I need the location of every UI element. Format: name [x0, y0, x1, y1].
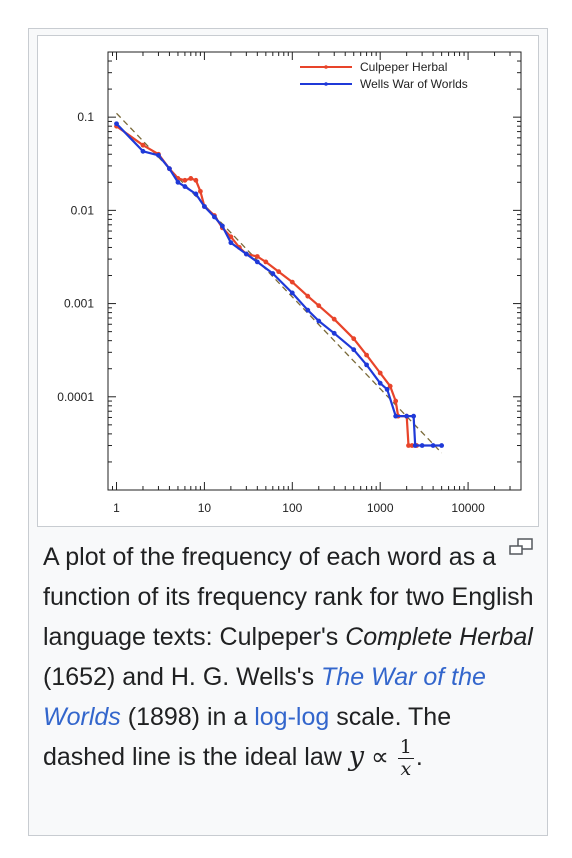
- war-of-the-worlds-link[interactable]: The War of the Worlds: [43, 663, 486, 731]
- data-point-culpeper: [182, 177, 188, 183]
- data-point-culpeper: [406, 443, 411, 448]
- log-log-link[interactable]: log-log: [254, 703, 330, 731]
- legend: Culpeper Herbal Wells War of Worlds: [300, 60, 468, 91]
- data-point-wells: [364, 362, 369, 368]
- x-tick-labels: 1 10 100 1000 10000: [113, 501, 485, 515]
- legend-label-wells: Wells War of Worlds: [360, 77, 468, 91]
- math-denominator: x: [400, 757, 412, 780]
- chart-image[interactable]: 0.1 0.01 0.001 0.0001 1 10 100 1000 10000 Culpe…: [37, 35, 539, 527]
- data-point-wells: [412, 443, 418, 448]
- data-point-wells: [377, 380, 383, 386]
- legend-marker-wells: [324, 82, 328, 86]
- x-tick-label: 1: [113, 501, 120, 515]
- data-point-culpeper: [140, 142, 146, 148]
- data-point-culpeper: [377, 370, 383, 376]
- y-tick-label: 0.0001: [57, 390, 94, 404]
- ideal-law-dashed-line: [116, 112, 443, 454]
- data-point-wells: [182, 184, 188, 189]
- data-point-culpeper: [351, 336, 357, 342]
- data-point-culpeper: [263, 259, 269, 265]
- x-tick-label: 1000: [367, 501, 394, 515]
- data-point-wells: [411, 413, 417, 419]
- zipf-log-log-plot: 0.1 0.01 0.001 0.0001 1 10 100 1000 10000 Culpe…: [57, 51, 522, 515]
- data-point-wells: [384, 387, 390, 392]
- caption-text-3: (1898) in a: [120, 703, 255, 731]
- data-point-culpeper: [254, 254, 260, 259]
- figure-caption: A plot of the frequency of each word as …: [43, 537, 535, 779]
- series-line-wells: [115, 122, 442, 447]
- data-point-culpeper: [364, 352, 369, 358]
- caption-text-4: scale. The dashed line is the ideal law: [43, 703, 452, 771]
- caption-text-1: A plot of the frequency of each word as …: [43, 543, 534, 651]
- plot-frame: [107, 51, 522, 491]
- x-tick-label: 10: [198, 501, 212, 515]
- caption-text-5: .: [415, 743, 423, 771]
- data-point-culpeper: [193, 177, 199, 183]
- caption-herbal-title: Complete Herbal: [345, 623, 533, 651]
- math-numerator: 1: [397, 735, 414, 759]
- data-point-wells: [316, 318, 322, 324]
- data-point-culpeper: [188, 176, 194, 181]
- y-tick-label: 0.1: [77, 110, 94, 124]
- y-tick-label: 0.001: [64, 297, 94, 311]
- data-point-culpeper: [289, 279, 295, 285]
- series-lines: [114, 112, 445, 454]
- data-point-culpeper: [331, 316, 337, 322]
- y-tick-label: 0.01: [71, 203, 95, 217]
- data-point-wells: [270, 271, 276, 276]
- y-tick-labels: 0.1 0.01 0.001 0.0001: [57, 110, 94, 404]
- data-point-wells: [393, 413, 399, 419]
- magnify-clip-icon[interactable]: [509, 538, 533, 558]
- figure-thumbnail: 0.1 0.01 0.001 0.0001 1 10 100 1000 10000 Culpe…: [28, 28, 548, 836]
- data-point-wells: [419, 443, 425, 448]
- data-point-wells: [202, 204, 207, 209]
- data-point-wells: [439, 443, 445, 448]
- data-point-wells: [243, 251, 249, 257]
- x-tick-label: 10000: [451, 501, 485, 515]
- data-point-culpeper: [393, 398, 399, 404]
- data-point-wells: [193, 191, 199, 197]
- data-point-culpeper: [276, 269, 282, 275]
- series-line-culpeper: [115, 125, 417, 447]
- data-point-wells: [305, 307, 311, 313]
- data-point-wells: [289, 290, 295, 296]
- data-point-wells: [212, 214, 217, 220]
- axis-ticks: [107, 51, 522, 491]
- data-point-culpeper: [387, 383, 393, 389]
- data-point-wells: [430, 443, 436, 448]
- data-point-wells: [140, 148, 146, 154]
- data-point-wells: [219, 223, 225, 229]
- math-y: y: [348, 741, 365, 772]
- data-point-wells: [114, 121, 119, 127]
- legend-label-culpeper: Culpeper Herbal: [360, 60, 447, 74]
- x-tick-label: 100: [282, 501, 302, 515]
- data-point-wells: [254, 259, 260, 265]
- data-point-wells: [156, 152, 161, 158]
- data-point-wells: [228, 240, 234, 246]
- data-point-wells: [331, 330, 337, 336]
- data-point-wells: [167, 166, 172, 172]
- data-point-wells: [351, 347, 357, 353]
- data-point-wells: [404, 413, 410, 419]
- caption-text-2: (1652) and H. G. Wells's: [43, 663, 322, 691]
- data-point-culpeper: [197, 188, 203, 194]
- data-point-wells: [175, 179, 181, 185]
- data-point-culpeper: [305, 293, 311, 299]
- math-proportional: ∝: [370, 742, 389, 771]
- data-point-culpeper: [316, 303, 322, 309]
- legend-marker-culpeper: [324, 65, 328, 69]
